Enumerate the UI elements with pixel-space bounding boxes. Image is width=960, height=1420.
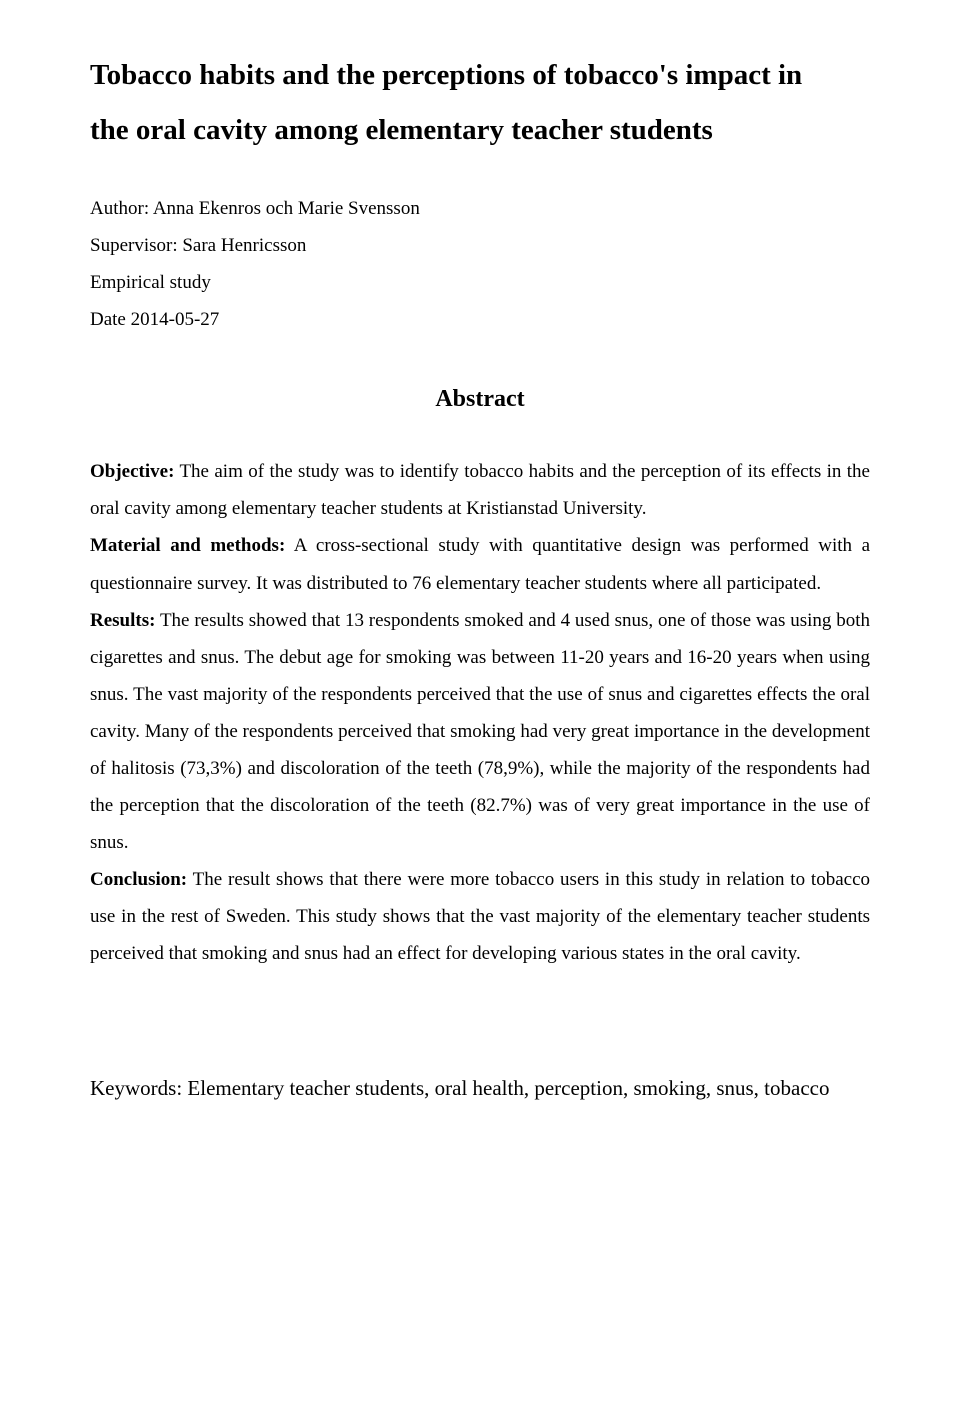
author-label: Author: (90, 198, 153, 219)
title-line-2: the oral cavity among elementary teacher… (90, 114, 713, 146)
study-type: Empirical study (90, 272, 211, 293)
conclusion-text: The result shows that there were more to… (90, 869, 870, 964)
methods-label: Material and methods: (90, 535, 285, 556)
paper-title: Tobacco habits and the perceptions of to… (90, 48, 870, 158)
supervisor-value: Sara Henricsson (182, 235, 306, 256)
results-label: Results: (90, 610, 155, 631)
keywords-label: Keywords: (90, 1076, 187, 1100)
keywords-line: Keywords: Elementary teacher students, o… (90, 1068, 870, 1109)
study-type-line: Empirical study (90, 264, 870, 301)
author-value: Anna Ekenros och Marie Svensson (153, 198, 420, 219)
title-line-1: Tobacco habits and the perceptions of to… (90, 59, 802, 91)
date-line: Date 2014-05-27 (90, 301, 870, 338)
abstract-heading: Abstract (90, 386, 870, 413)
date-value: 2014-05-27 (131, 309, 220, 330)
author-line: Author: Anna Ekenros och Marie Svensson (90, 190, 870, 227)
conclusion-label: Conclusion: (90, 869, 187, 890)
keywords-value: Elementary teacher students, oral health… (187, 1076, 829, 1100)
supervisor-line: Supervisor: Sara Henricsson (90, 227, 870, 264)
results-text: The results showed that 13 respondents s… (90, 610, 870, 853)
date-label: Date (90, 309, 131, 330)
objective-label: Objective: (90, 461, 174, 482)
abstract-body: Objective: The aim of the study was to i… (90, 453, 870, 972)
objective-text: The aim of the study was to identify tob… (90, 461, 870, 519)
supervisor-label: Supervisor: (90, 235, 182, 256)
